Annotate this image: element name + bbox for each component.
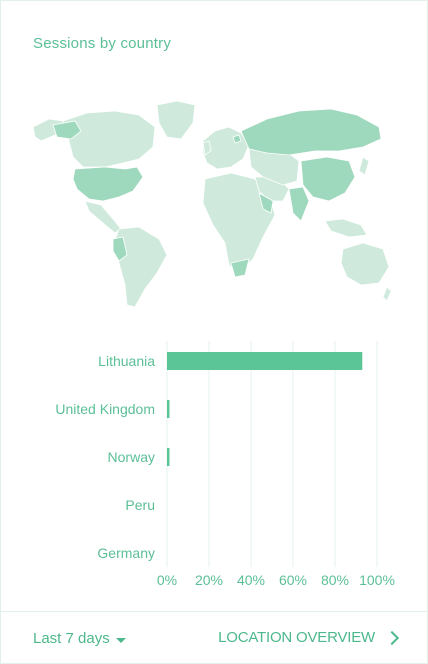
map-new-zealand (382, 286, 392, 302)
sessions-bar-chart: 0% 20% 40% 60% 80% 100% Lithuania United Kingdo… (55, 341, 395, 588)
date-range-label: Last 7 days (33, 630, 110, 647)
x-tick-label: 100% (359, 572, 395, 588)
map-china (300, 156, 356, 202)
x-tick-label: 0% (157, 572, 177, 588)
map-africa (202, 172, 276, 274)
chevron-right-icon (384, 630, 400, 645)
map-peru (112, 236, 128, 262)
location-overview-label: LOCATION OVERVIEW (218, 629, 375, 646)
map-usa (72, 166, 144, 202)
category-label: Norway (108, 449, 155, 465)
map-canada (62, 110, 156, 168)
x-tick-label: 60% (279, 572, 307, 588)
card-footer: Last 7 days LOCATION OVERVIEW (1, 611, 427, 664)
map-south-africa (230, 258, 250, 278)
map-india (288, 186, 310, 222)
map-japan (358, 156, 370, 176)
x-tick-label: 80% (321, 572, 349, 588)
map-lithuania (232, 134, 242, 144)
world-map (32, 100, 392, 308)
map-greenland (156, 100, 196, 140)
x-tick-label: 40% (237, 572, 265, 588)
x-tick-label: 20% (195, 572, 223, 588)
map-se-asia (324, 218, 368, 238)
bar[interactable] (167, 400, 170, 418)
map-central-america (84, 200, 122, 234)
card-title: Sessions by country (33, 35, 172, 52)
map-australia (340, 242, 390, 286)
category-label: Germany (97, 545, 155, 561)
location-overview-link[interactable]: LOCATION OVERVIEW (218, 629, 401, 646)
date-range-dropdown[interactable]: Last 7 days (33, 630, 126, 647)
caret-down-icon (115, 637, 126, 643)
map-uk (202, 140, 212, 156)
map-russia (240, 108, 382, 156)
category-label: United Kingdom (55, 401, 155, 417)
category-label: Peru (125, 497, 155, 513)
category-label: Lithuania (98, 353, 155, 369)
map-canada-east (52, 120, 82, 140)
bar[interactable] (167, 448, 170, 466)
bar[interactable] (167, 352, 363, 370)
map-arabia (258, 192, 274, 214)
